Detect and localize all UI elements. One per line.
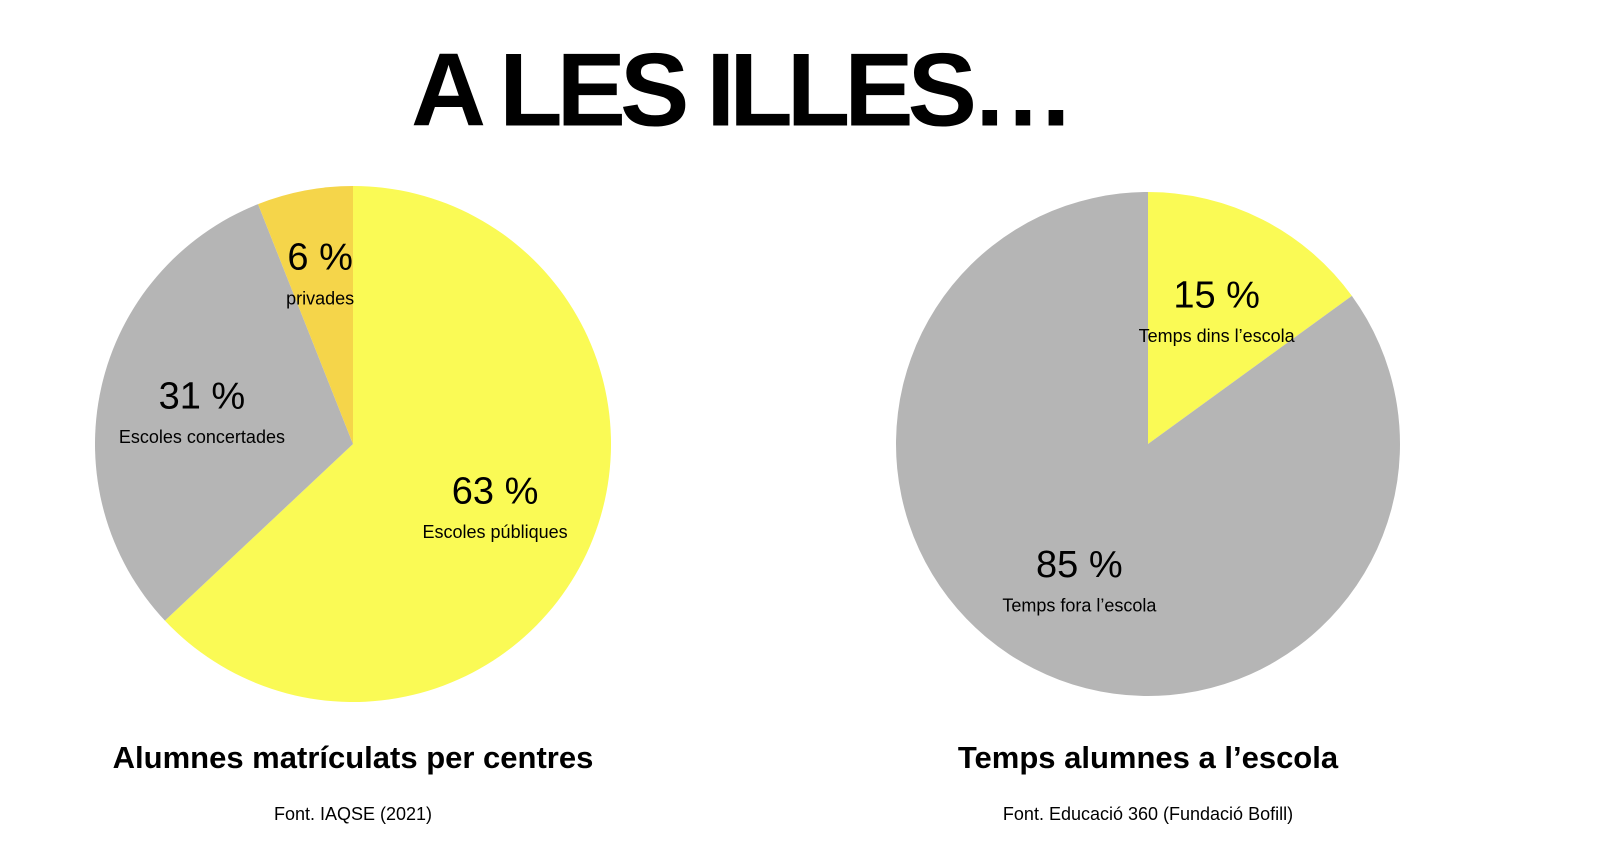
value-label: 6 %	[287, 237, 352, 279]
pie-slice	[1148, 192, 1352, 444]
value-label: 15 %	[1173, 274, 1260, 316]
slice-label: Temps dins l’escola	[1139, 326, 1296, 346]
slice-label: Temps fora l’escola	[1002, 595, 1157, 615]
pie-slice	[164, 186, 612, 702]
chart-title: Temps alumnes a l’escola	[958, 740, 1339, 775]
value-label: 85 %	[1036, 544, 1123, 586]
pie-slice	[94, 204, 353, 621]
chart-source: Font. Educació 360 (Fundació Bofill)	[1003, 804, 1293, 824]
slice-label: privades	[286, 288, 354, 308]
slice-label: Escoles concertades	[119, 427, 285, 447]
chart-source: Font. IAQSE (2021)	[274, 804, 432, 824]
pie-slice	[258, 186, 353, 444]
chart-title: Alumnes matrículats per centres	[113, 740, 594, 775]
value-label: 63 %	[452, 471, 539, 513]
slice-label: Escoles públiques	[423, 522, 568, 542]
page-title: A LES ILLES…	[411, 32, 1069, 148]
value-label: 31 %	[159, 375, 246, 417]
pie-slice	[896, 191, 1401, 696]
